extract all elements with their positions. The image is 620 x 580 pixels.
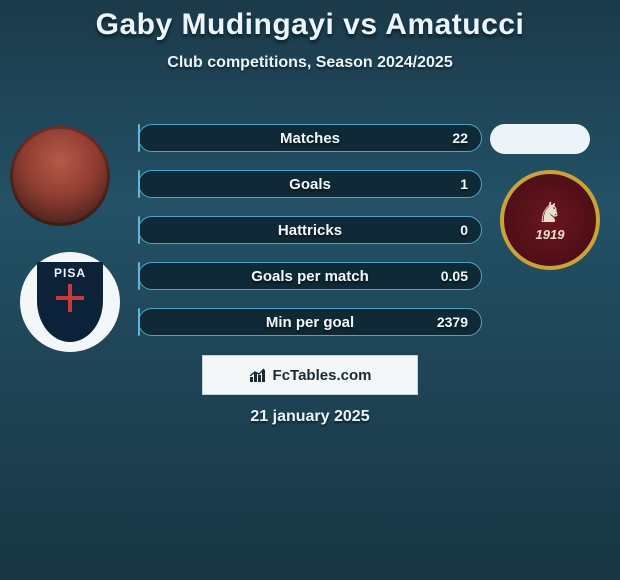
club-left-cross-icon <box>56 284 84 312</box>
stat-row: Min per goal 2379 <box>138 308 482 336</box>
stat-value-right: 2379 <box>437 308 468 336</box>
bar-chart-icon <box>249 367 267 383</box>
horse-icon: ♞ <box>537 199 562 227</box>
stat-value-right: 22 <box>452 124 468 152</box>
club-right-badge: ♞ 1919 <box>500 170 600 270</box>
stat-label: Goals <box>138 170 482 198</box>
stat-value-right: 1 <box>460 170 468 198</box>
stat-label: Hattricks <box>138 216 482 244</box>
player-left-avatar <box>10 126 110 226</box>
stat-value-right: 0.05 <box>441 262 468 290</box>
branding-text: FcTables.com <box>273 367 372 384</box>
stat-value-right: 0 <box>460 216 468 244</box>
club-left-name: PISA <box>54 266 86 280</box>
stat-label: Matches <box>138 124 482 152</box>
club-right-year: 1919 <box>536 227 565 242</box>
stat-label: Goals per match <box>138 262 482 290</box>
player-right-avatar <box>490 124 590 154</box>
page-title: Gaby Mudingayi vs Amatucci <box>0 0 620 42</box>
club-left-shield: PISA <box>37 262 103 342</box>
stat-row: Goals per match 0.05 <box>138 262 482 290</box>
stat-row: Matches 22 <box>138 124 482 152</box>
branding-box: FcTables.com <box>202 355 418 395</box>
stats-container: Matches 22 Goals 1 Hattricks 0 Goals per… <box>138 124 482 354</box>
stat-label: Min per goal <box>138 308 482 336</box>
subtitle: Club competitions, Season 2024/2025 <box>0 54 620 72</box>
comparison-card: Gaby Mudingayi vs Amatucci Club competit… <box>0 0 620 580</box>
date-text: 21 january 2025 <box>0 408 620 426</box>
stat-row: Goals 1 <box>138 170 482 198</box>
stat-row: Hattricks 0 <box>138 216 482 244</box>
club-left-badge: PISA <box>20 252 120 352</box>
